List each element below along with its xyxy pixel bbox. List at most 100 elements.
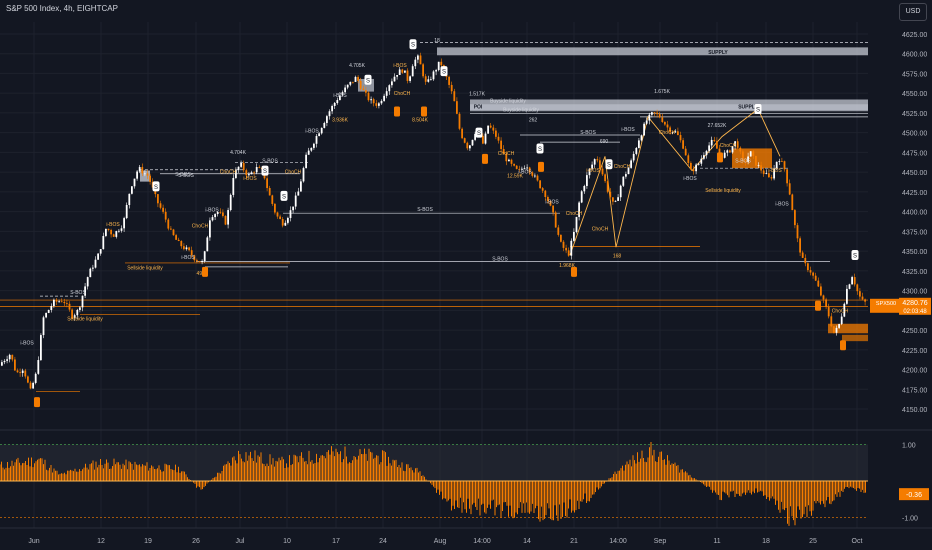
candle-body (638, 140, 640, 148)
choch-label: ChoCH (832, 309, 849, 315)
candle-body (97, 253, 99, 260)
candle-body (703, 155, 705, 159)
liquidity-label: Sellside liquidity (67, 317, 103, 323)
candle-body (128, 193, 131, 206)
choch-label: ChoCH (285, 170, 302, 176)
time-tick-label: 24 (379, 538, 387, 545)
candle-body (666, 124, 669, 128)
candle-body (102, 235, 105, 250)
candle-body (406, 70, 409, 81)
candle-body (14, 359, 16, 371)
candle-body (344, 87, 346, 93)
candle-body (760, 165, 762, 171)
candle-body (599, 160, 601, 169)
candle-body (461, 128, 463, 139)
zone-label: POI (474, 105, 483, 111)
candle-body (838, 324, 840, 328)
price-tick-label: 4150.00 (902, 407, 927, 414)
swing-marker (851, 250, 859, 261)
candle-body (591, 164, 593, 169)
candle-body (190, 250, 193, 256)
swing-low-marker (538, 161, 544, 172)
candle-body (856, 284, 859, 292)
candle-body (237, 166, 240, 171)
zone-box (437, 47, 868, 56)
time-tick-label: 14 (523, 538, 531, 545)
candle-body (375, 103, 378, 106)
candle-body (755, 155, 757, 166)
candle-body (16, 370, 19, 373)
swing-low-marker (482, 153, 488, 164)
time-tick-label: 17 (332, 538, 340, 545)
ibos-label: i-BOS (393, 63, 407, 69)
candle-body (159, 203, 162, 208)
price-tick-label: 4175.00 (902, 387, 927, 394)
candle-body (684, 148, 687, 156)
ibos-label: i-BOS (621, 127, 635, 133)
candle-body (172, 229, 175, 236)
candle-body (843, 303, 846, 317)
candle-body (742, 151, 744, 161)
candle-body (674, 131, 677, 133)
candle-body (320, 127, 323, 134)
liquidity-label: Sellside liquidity (705, 188, 741, 194)
candle-body (19, 372, 21, 374)
ibos-label: i-BOS (106, 222, 120, 228)
candle-body (411, 66, 414, 77)
candle-body (820, 286, 822, 296)
candle-body (549, 201, 552, 206)
candle-body (34, 373, 37, 383)
candle-body (250, 172, 253, 175)
price-tick-label: 4325.00 (902, 269, 927, 276)
candle-body (279, 216, 281, 219)
price-tick-label: 4425.00 (902, 190, 927, 197)
swing-low-marker (840, 340, 846, 351)
currency-button[interactable]: USD (899, 3, 927, 21)
candle-body (604, 174, 606, 182)
candle-body (55, 299, 58, 302)
osc-tick-label: 1.00 (902, 442, 916, 449)
swing-low-marker (394, 106, 400, 117)
swing-marker-label: S (411, 43, 415, 49)
candle-body (593, 159, 596, 165)
candle-body (664, 122, 666, 125)
candle-body (570, 240, 573, 256)
candle-body (601, 168, 604, 175)
candle-body (744, 160, 747, 162)
candle-body (773, 168, 775, 179)
candle-body (489, 125, 492, 128)
time-tick-label: 26 (192, 538, 200, 545)
time-axis: Jun 12 19 26 Jul 10 17 24 Aug 14:00 14 21 14:00 Sep 11… (28, 538, 862, 545)
candle-body (211, 217, 214, 221)
candle-body (196, 260, 198, 262)
candle-body (401, 69, 404, 73)
candle-body (276, 212, 279, 217)
candle-body (120, 228, 123, 231)
swing-marker (280, 190, 288, 201)
time-tick-label: Aug (434, 538, 447, 545)
time-tick-label: Sep (654, 538, 667, 545)
candle-body (531, 172, 534, 176)
candle-body (284, 222, 287, 226)
candle-body (864, 299, 866, 302)
candle-body (287, 217, 289, 223)
price-tick-label: 4600.00 (902, 52, 927, 59)
candle-body (861, 296, 864, 300)
zone-box (842, 334, 868, 342)
candle-body (775, 161, 778, 169)
ibos-label: i-BOS (205, 208, 219, 214)
candle-body (747, 156, 749, 162)
price-tag-symbol-bg (870, 298, 902, 313)
zone-label: SUPPLY (708, 50, 728, 56)
candle-body (573, 231, 575, 241)
candle-body (175, 235, 177, 240)
candle-body (729, 150, 731, 153)
ibos-label: i-BOS (181, 255, 195, 261)
bos-label: S-BOS (735, 159, 751, 165)
candle-body (50, 306, 53, 310)
volume-label: 1.517K (469, 92, 486, 98)
candle-body (617, 197, 619, 201)
candle-body (609, 191, 612, 198)
swing-low-marker (421, 106, 427, 117)
